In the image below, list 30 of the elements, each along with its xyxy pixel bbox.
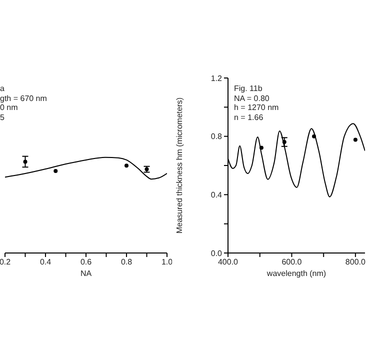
x-tick-label: 1.0 [161, 258, 174, 267]
y-tick-label: 1.2 [210, 74, 223, 83]
x-tick-label: 0.6 [80, 258, 92, 267]
point [259, 146, 264, 150]
annotation: gth = 670 nm [0, 94, 47, 103]
x-axis-title: wavelength (nm) [266, 269, 326, 278]
x-axis-title: NA [80, 269, 92, 278]
x-tick-label: 0.2 [0, 258, 12, 267]
annotation: 0 nm [0, 103, 19, 112]
annotation: Fig. 11b [234, 84, 264, 94]
x-tick-label: 0.8 [120, 258, 133, 267]
point [23, 160, 28, 164]
x-tick-label: 0.4 [40, 258, 52, 267]
annotation: n = 1.66 [234, 112, 264, 122]
y-tick-label: 0.8 [210, 132, 223, 142]
y-axis-title: Measured thickness hm (micrometers) [174, 97, 184, 234]
annotation: h = 1270 nm [234, 103, 279, 112]
point [124, 164, 128, 168]
text: a [0, 84, 6, 94]
x-tick-label: 800.0 [345, 258, 366, 267]
x-tick-label: 600.0 [282, 258, 302, 267]
point [282, 140, 286, 144]
point [353, 138, 358, 142]
text: 5 [0, 112, 6, 122]
y-tick-label: 0.0 [210, 248, 223, 258]
x-tick-label: 400.0 [218, 258, 239, 267]
y-tick-label: 0.4 [210, 190, 223, 200]
point [312, 134, 316, 138]
annotation: NA = 0.80 [234, 94, 270, 103]
point [54, 169, 58, 174]
